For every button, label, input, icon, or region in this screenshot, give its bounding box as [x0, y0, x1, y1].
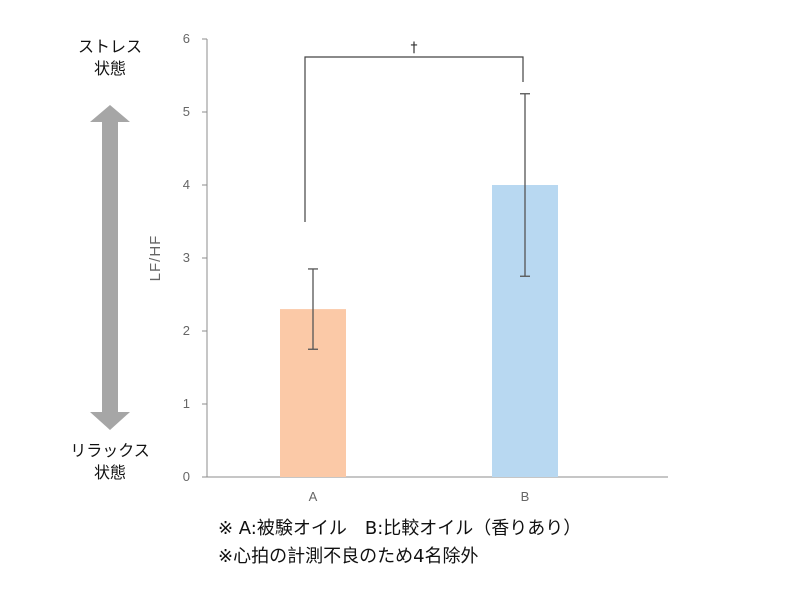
significance-marker: †	[411, 40, 418, 56]
relax-label-line1: リラックス	[70, 441, 150, 460]
stress-label-line1: ストレス	[77, 37, 142, 56]
y-tick-label: 0	[183, 469, 190, 484]
relax-state-label: リラックス 状態	[55, 440, 165, 484]
y-tick-label: 3	[183, 250, 190, 265]
y-tick-label: 4	[183, 177, 190, 192]
note-exclusion: ※心拍の計測不良のため4名除外	[218, 546, 479, 567]
double-arrow-icon	[90, 105, 130, 430]
note-oil-legend: ※ A:被験オイル B:比較オイル（香りあり）	[218, 518, 582, 539]
stress-label-line2: 状態	[93, 59, 126, 78]
relax-label-line2: 状態	[93, 463, 126, 482]
y-ticks: 0 1 2 3 4 5 6	[183, 31, 207, 484]
significance-bracket: †	[304, 40, 524, 222]
y-tick-label: 2	[183, 323, 190, 338]
bars	[280, 185, 558, 477]
error-bars	[308, 93, 530, 350]
y-axis-label: LF/HF	[147, 235, 164, 282]
y-tick-label: 6	[183, 31, 190, 46]
stress-relax-arrow	[90, 105, 130, 430]
y-tick-label: 1	[183, 396, 190, 411]
x-tick-label-a: A	[309, 489, 318, 504]
x-tick-label-b: B	[521, 489, 530, 504]
stress-state-label: ストレス 状態	[60, 36, 160, 80]
y-tick-label: 5	[183, 104, 190, 119]
significance-line	[304, 56, 524, 222]
